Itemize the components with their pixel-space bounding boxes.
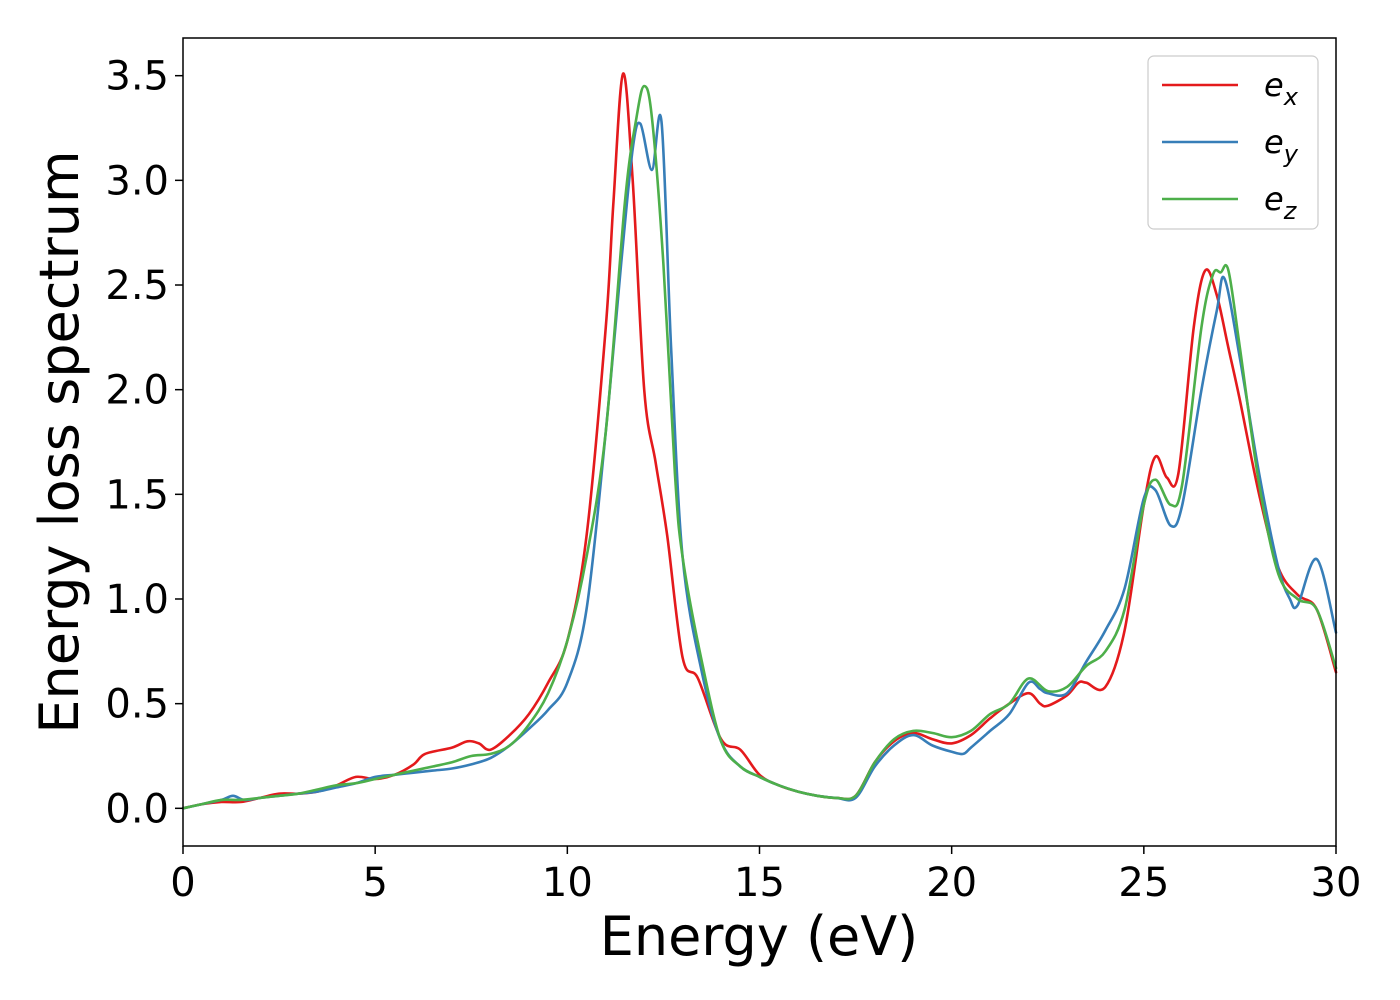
y-tick-label: 3.0	[105, 158, 169, 204]
y-tick-label: 2.0	[105, 368, 169, 414]
y-axis: 0.0 0.5 1.0 1.5 2.0 2.5 3.0 3.5	[105, 54, 183, 832]
x-tick-label: 0	[170, 860, 195, 906]
y-tick-label: 2.5	[105, 263, 169, 309]
legend-label: ez	[1264, 180, 1298, 225]
x-tick-label: 5	[362, 860, 387, 906]
y-tick-label: 1.0	[105, 577, 169, 623]
x-tick-label: 30	[1311, 860, 1362, 906]
y-tick-label: 1.5	[105, 472, 169, 518]
x-tick-label: 10	[542, 860, 593, 906]
plot-area-background	[183, 38, 1336, 846]
legend-label: ex	[1264, 66, 1299, 111]
x-tick-label: 15	[734, 860, 785, 906]
series-layer	[181, 72, 1338, 810]
x-axis-title: Energy (eV)	[600, 905, 919, 968]
y-tick-label: 0.5	[105, 682, 169, 728]
series-line-e-z	[181, 84, 1338, 810]
x-tick-label: 20	[926, 860, 977, 906]
legend: ex ey ez	[1147, 55, 1319, 230]
x-axis: 0 5 10 15 20 25 30	[170, 846, 1361, 906]
x-tick-label: 25	[1118, 860, 1169, 906]
legend-label: ey	[1264, 123, 1299, 168]
y-axis-title: Energy loss spectrum	[28, 150, 91, 733]
y-tick-label: 3.5	[105, 54, 169, 100]
y-tick-label: 0.0	[105, 786, 169, 832]
series-line-e-x	[181, 72, 1338, 810]
